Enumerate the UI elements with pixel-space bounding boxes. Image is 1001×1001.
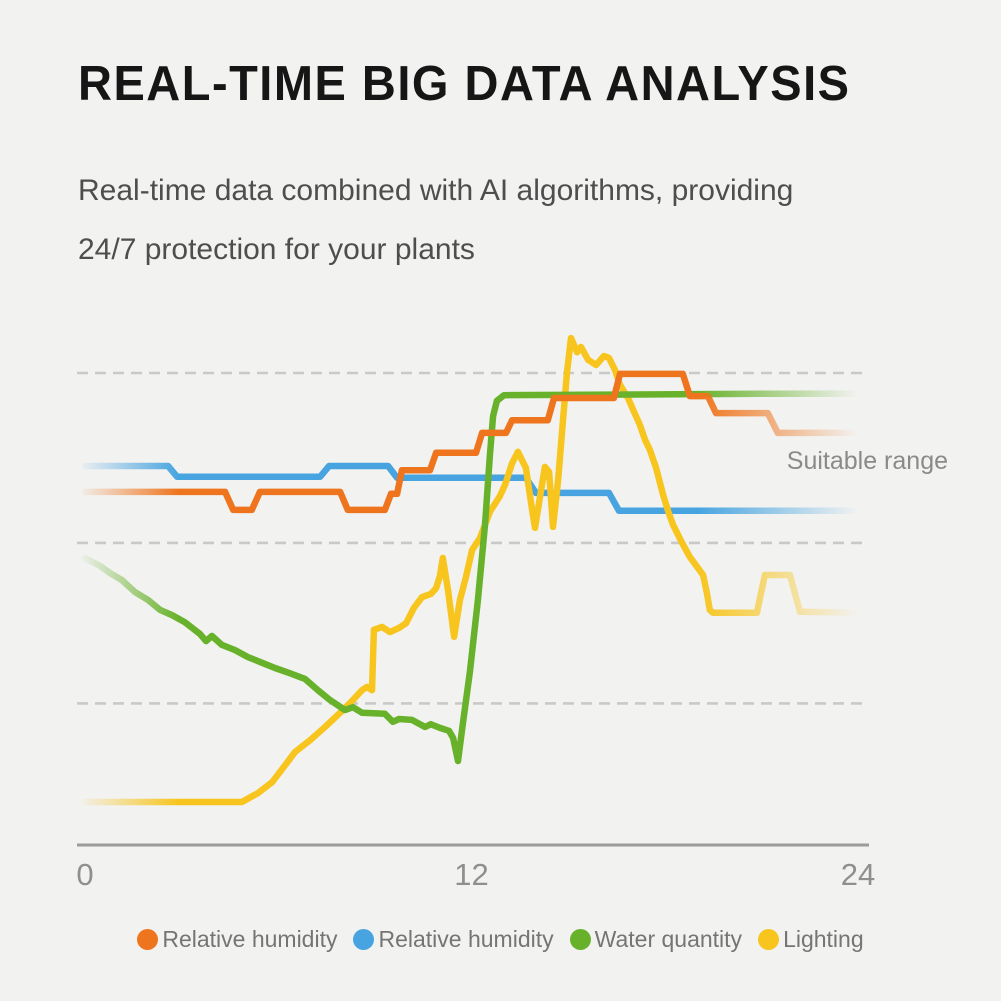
legend-dot-icon xyxy=(758,929,780,950)
chart-legend: Relative humidity Relative humidity Water … xyxy=(0,926,1001,953)
legend-item-label: Lighting xyxy=(783,926,864,952)
x-tick-label-24: 24 xyxy=(840,857,876,892)
x-tick-label-0: 0 xyxy=(76,857,94,892)
subtitle-line-2: 24/7 protection for your plants xyxy=(78,233,475,266)
subtitle-line-1: Real-time data combined with AI algorith… xyxy=(78,174,794,207)
page-title: REAL-TIME BIG DATA ANALYSIS xyxy=(78,55,851,111)
legend-item-water-quantity-green: Water quantity xyxy=(569,926,743,953)
series-line-water-quantity-green xyxy=(81,390,862,765)
legend-dot-icon xyxy=(569,929,591,950)
page-subtitle: Real-time data combined with AI algorith… xyxy=(78,161,793,279)
series-line-relative-humidity-orange xyxy=(81,370,862,514)
legend-item-label: Water quantity xyxy=(594,926,743,952)
legend-dot-icon xyxy=(353,929,375,950)
legend-item-relative-humidity-blue: Relative humidity xyxy=(353,926,554,953)
legend-dot-icon xyxy=(137,929,159,950)
series-line-lighting-yellow xyxy=(81,334,862,806)
suitable-range-label: Suitable range xyxy=(786,447,948,475)
legend-item-lighting-yellow: Lighting xyxy=(758,926,864,953)
legend-item-label: Relative humidity xyxy=(162,926,338,952)
legend-item-relative-humidity-orange: Relative humidity xyxy=(137,926,337,953)
legend-item-label: Relative humidity xyxy=(378,926,554,952)
x-tick-label-12: 12 xyxy=(454,857,489,892)
series-line-relative-humidity-blue xyxy=(81,462,862,515)
